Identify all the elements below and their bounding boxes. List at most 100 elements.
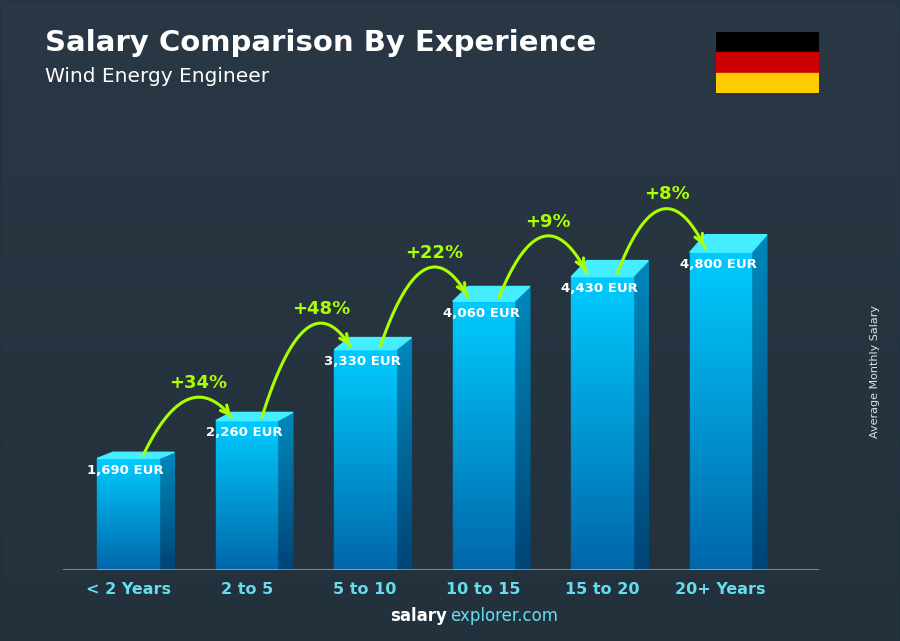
Bar: [689, 289, 751, 295]
Bar: [0, 551, 900, 554]
Bar: [0, 359, 900, 362]
Bar: [216, 513, 277, 515]
Polygon shape: [515, 538, 530, 544]
Bar: [97, 477, 159, 479]
Polygon shape: [633, 281, 648, 301]
Polygon shape: [277, 442, 292, 451]
Bar: [572, 468, 633, 472]
Polygon shape: [277, 437, 292, 445]
Bar: [335, 515, 396, 519]
Bar: [0, 593, 900, 596]
Polygon shape: [633, 379, 648, 394]
Bar: [216, 515, 277, 518]
Bar: [0, 61, 900, 64]
Polygon shape: [515, 533, 530, 539]
Bar: [216, 433, 277, 436]
Bar: [572, 301, 633, 306]
Bar: [0, 109, 900, 112]
Polygon shape: [277, 542, 292, 545]
Bar: [0, 631, 900, 635]
Bar: [0, 532, 900, 535]
Bar: [453, 306, 515, 310]
Bar: [689, 544, 751, 549]
Polygon shape: [277, 447, 292, 456]
Bar: [0, 234, 900, 237]
Polygon shape: [515, 329, 530, 346]
Polygon shape: [97, 453, 175, 458]
Polygon shape: [515, 509, 530, 517]
Bar: [0, 397, 900, 401]
Bar: [216, 538, 277, 540]
Bar: [453, 562, 515, 566]
Bar: [453, 494, 515, 499]
Bar: [97, 531, 159, 533]
Bar: [453, 382, 515, 387]
Bar: [0, 391, 900, 394]
Polygon shape: [633, 271, 648, 292]
Polygon shape: [752, 465, 767, 475]
Bar: [0, 147, 900, 151]
Polygon shape: [159, 495, 175, 501]
Polygon shape: [277, 428, 292, 438]
Polygon shape: [752, 324, 767, 342]
Bar: [97, 518, 159, 520]
Polygon shape: [396, 408, 411, 420]
Bar: [453, 499, 515, 503]
Bar: [0, 224, 900, 228]
Polygon shape: [396, 489, 411, 497]
Bar: [216, 535, 277, 538]
Bar: [0, 337, 900, 340]
Bar: [0, 497, 900, 500]
Bar: [0, 196, 900, 199]
Polygon shape: [396, 462, 411, 471]
Bar: [453, 467, 515, 472]
Bar: [0, 256, 900, 260]
Text: 4,060 EUR: 4,060 EUR: [443, 306, 519, 320]
Bar: [0, 413, 900, 417]
Bar: [572, 556, 633, 561]
Bar: [335, 453, 396, 456]
Bar: [0, 138, 900, 141]
Polygon shape: [633, 499, 648, 507]
Bar: [0, 567, 900, 570]
Polygon shape: [633, 344, 648, 360]
Bar: [335, 445, 396, 449]
Bar: [0, 474, 900, 478]
Bar: [0, 526, 900, 529]
Polygon shape: [752, 414, 767, 428]
Polygon shape: [752, 397, 767, 412]
Polygon shape: [159, 494, 175, 499]
Polygon shape: [159, 484, 175, 490]
Polygon shape: [159, 563, 175, 565]
Text: 1,690 EUR: 1,690 EUR: [87, 463, 164, 477]
Bar: [572, 517, 633, 522]
Polygon shape: [277, 431, 292, 440]
Polygon shape: [159, 531, 175, 535]
Polygon shape: [633, 550, 648, 556]
Bar: [453, 535, 515, 539]
Bar: [335, 350, 396, 353]
Polygon shape: [396, 497, 411, 504]
Bar: [0, 87, 900, 90]
Bar: [97, 490, 159, 492]
Bar: [216, 431, 277, 433]
Polygon shape: [159, 510, 175, 515]
Polygon shape: [752, 263, 767, 284]
Bar: [0, 295, 900, 298]
Polygon shape: [633, 385, 648, 399]
Polygon shape: [752, 297, 767, 316]
Bar: [453, 566, 515, 570]
Bar: [0, 218, 900, 221]
Polygon shape: [396, 504, 411, 512]
Bar: [335, 482, 396, 486]
Bar: [0, 0, 900, 3]
Polygon shape: [752, 470, 767, 480]
Polygon shape: [159, 504, 175, 509]
Bar: [572, 472, 633, 478]
Bar: [0, 330, 900, 333]
Bar: [97, 567, 159, 569]
Polygon shape: [752, 487, 767, 496]
Bar: [335, 478, 396, 482]
Bar: [453, 409, 515, 413]
Bar: [216, 493, 277, 495]
